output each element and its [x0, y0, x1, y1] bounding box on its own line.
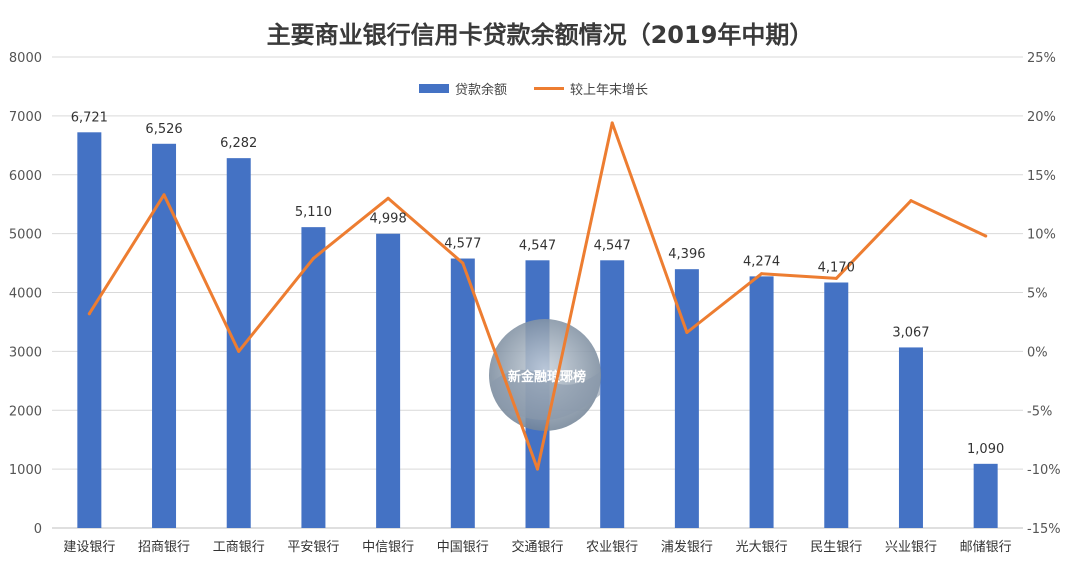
left-tick-label: 3000 — [9, 345, 42, 360]
category-label: 交通银行 — [511, 539, 563, 555]
line-point — [834, 276, 838, 280]
bar-series — [77, 132, 998, 529]
legend-bar-label: 贷款余额 — [455, 82, 507, 98]
category-label: 浦发银行 — [661, 539, 713, 555]
legend-line-label: 较上年末增长 — [570, 83, 648, 98]
left-tick-label: 6000 — [9, 169, 42, 184]
right-tick-label: 15% — [1027, 169, 1056, 184]
legend: 贷款余额 较上年末增长 — [419, 82, 648, 98]
line-point — [87, 312, 91, 316]
bar-data-label: 4,547 — [594, 238, 631, 253]
right-tick-label: -5% — [1027, 404, 1052, 419]
right-tick-label: 0% — [1027, 345, 1048, 360]
category-label: 平安银行 — [287, 540, 339, 555]
bar — [301, 227, 326, 528]
bar-data-label: 4,547 — [519, 238, 556, 253]
left-tick-label: 1000 — [9, 463, 42, 478]
category-label: 建设银行 — [63, 540, 115, 555]
category-label: 中国银行 — [437, 540, 489, 555]
bar-data-label: 6,526 — [145, 122, 182, 137]
line-point — [311, 256, 315, 260]
right-axis: -15% -10% -5% 0% 5% 10% 15% 20% 25% — [1027, 51, 1061, 537]
category-axis: 建设银行 招商银行 工商银行 平安银行 中信银行 中国银行 交通银行 农业银行 浦发银行 光大银行… — [63, 539, 1011, 555]
data-labels: 6,721 6,526 6,282 5,110 4,998 4,577 4,547 4,547… — [71, 110, 1005, 457]
bar-data-label: 6,721 — [71, 110, 108, 125]
category-label: 兴业银行 — [885, 540, 937, 555]
bar — [749, 276, 774, 528]
bar-data-label: 5,110 — [295, 205, 332, 220]
right-tick-label: 20% — [1027, 110, 1056, 125]
category-label: 农业银行 — [586, 540, 638, 555]
left-tick-label: 4000 — [9, 287, 42, 302]
line-point — [461, 261, 465, 265]
right-tick-label: -10% — [1027, 463, 1061, 478]
bar-data-label: 3,067 — [892, 325, 929, 340]
category-label: 邮储银行 — [960, 540, 1012, 555]
line-series — [87, 121, 988, 471]
line-point — [760, 272, 764, 276]
left-tick-label: 7000 — [9, 110, 42, 125]
bar-data-label: 4,998 — [370, 212, 407, 227]
line-point — [536, 467, 539, 471]
category-label: 光大银行 — [736, 540, 788, 555]
watermark: 新金融琅琊榜 — [489, 319, 601, 431]
bar-data-label: 4,577 — [444, 237, 481, 252]
watermark-text: 新金融琅琊榜 — [508, 369, 586, 385]
bar-data-label: 4,274 — [743, 254, 780, 269]
bar — [152, 143, 177, 529]
line-point — [162, 193, 166, 197]
line-point — [984, 234, 988, 238]
line-point — [685, 331, 689, 335]
bar — [973, 463, 998, 528]
bar — [600, 260, 625, 528]
category-label: 民生银行 — [810, 540, 862, 555]
bar-data-label: 1,090 — [967, 442, 1004, 457]
right-tick-label: 25% — [1027, 51, 1056, 66]
bar — [450, 258, 475, 528]
bar-data-label: 4,170 — [818, 260, 855, 275]
bar — [898, 347, 923, 528]
left-tick-label: 0 — [34, 522, 42, 537]
right-tick-label: -15% — [1027, 522, 1061, 537]
left-tick-label: 5000 — [9, 228, 42, 243]
bar — [77, 132, 102, 528]
line-point — [237, 349, 241, 353]
bar — [376, 233, 401, 529]
chart-title: 主要商业银行信用卡贷款余额情况（2019年中期） — [267, 21, 814, 49]
line-point — [610, 121, 614, 125]
left-tick-label: 8000 — [9, 51, 42, 66]
bar-data-label: 4,396 — [668, 247, 705, 262]
line-point — [909, 199, 913, 203]
category-label: 工商银行 — [213, 540, 265, 555]
right-tick-label: 10% — [1027, 228, 1056, 243]
category-label: 招商银行 — [138, 540, 190, 555]
bar-data-label: 6,282 — [220, 136, 257, 151]
bar — [824, 282, 849, 528]
left-axis: 0 1000 2000 3000 4000 5000 6000 7000 8000 — [9, 51, 42, 537]
category-label: 中信银行 — [362, 540, 414, 555]
line-point — [386, 196, 390, 200]
legend-bar-swatch — [419, 84, 449, 93]
watermark-wave — [492, 369, 600, 420]
left-tick-label: 2000 — [9, 404, 42, 419]
right-tick-label: 5% — [1027, 287, 1048, 302]
